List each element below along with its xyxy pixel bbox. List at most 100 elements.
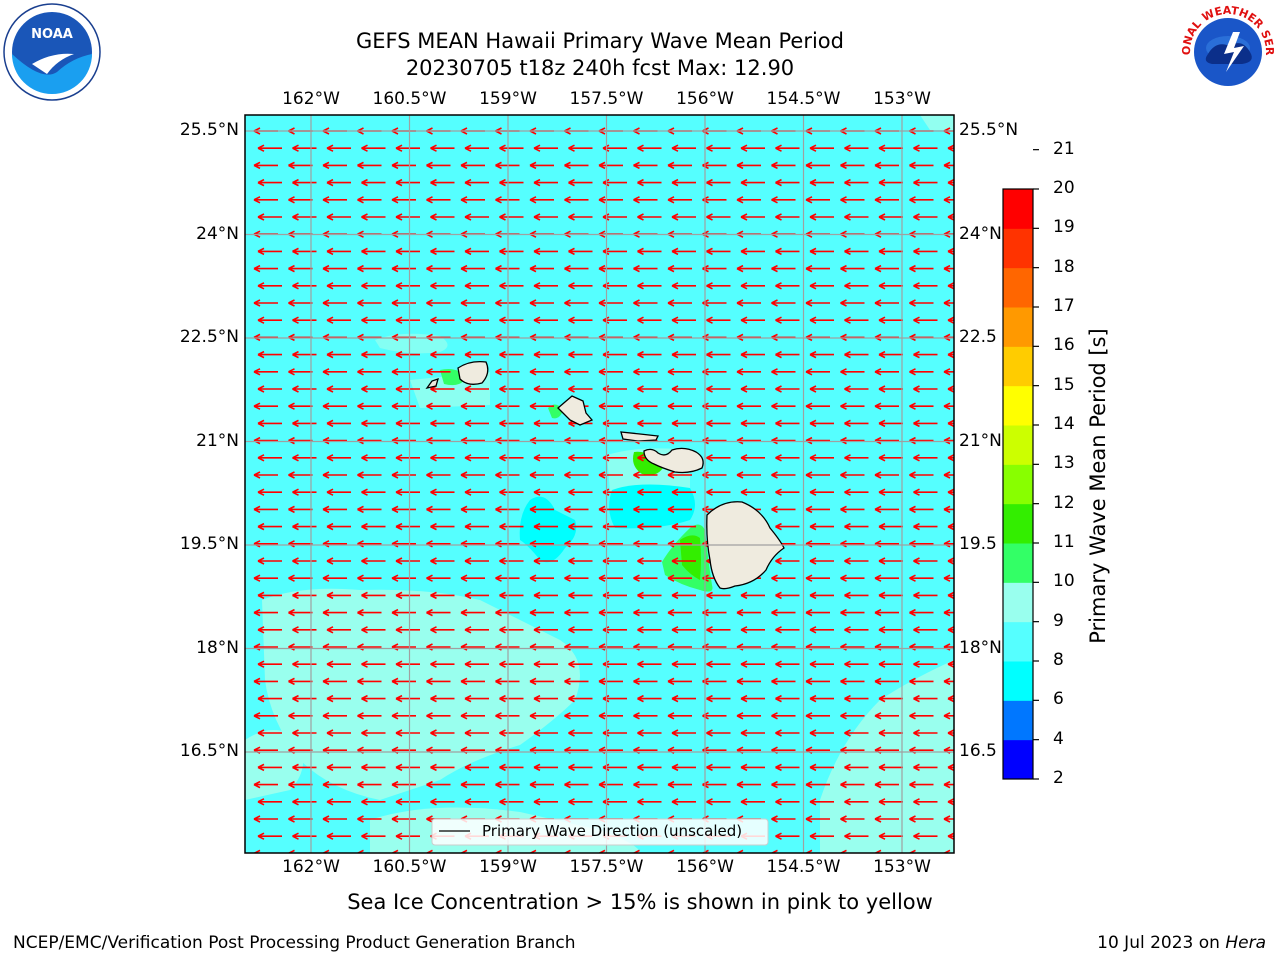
wave-arrow xyxy=(395,626,420,634)
colorbar-label: Primary Wave Mean Period [s] xyxy=(1086,328,1110,644)
wave-arrow xyxy=(499,660,524,668)
wave-arrow xyxy=(322,815,347,823)
wave-arrow xyxy=(874,780,899,789)
wave-arrow xyxy=(913,316,938,324)
wave-arrow xyxy=(633,677,658,686)
wave-arrow xyxy=(257,763,282,772)
wave-arrow xyxy=(564,608,589,617)
wave-arrow xyxy=(667,712,692,720)
wave-arrow xyxy=(568,729,593,737)
wave-arrow xyxy=(357,299,382,307)
wave-arrow xyxy=(667,780,692,789)
wave-arrow xyxy=(430,350,455,359)
wave-arrow xyxy=(775,213,800,221)
wave-arrow xyxy=(805,712,830,720)
wave-arrow xyxy=(947,178,954,187)
wave-arrow xyxy=(529,264,554,273)
colorbar-swatch xyxy=(1003,661,1033,701)
wave-arrow xyxy=(598,505,623,514)
wave-arrow xyxy=(499,213,524,221)
wave-arrow xyxy=(706,178,731,187)
wave-arrow xyxy=(426,264,451,273)
wave-arrow xyxy=(943,161,954,170)
wave-arrow xyxy=(391,264,416,273)
wave-arrow xyxy=(840,712,865,720)
wave-arrow xyxy=(395,385,420,393)
wave-arrow xyxy=(361,798,386,806)
wave-arrow xyxy=(913,213,938,221)
wave-arrow xyxy=(909,574,934,582)
wave-arrow xyxy=(913,488,938,496)
colorbar-tick-label: 11 xyxy=(1053,532,1075,552)
lat-label-left: 21°N xyxy=(196,430,239,451)
wave-arrow xyxy=(671,522,696,531)
wave-arrow xyxy=(529,505,554,514)
wave-arrow xyxy=(430,729,455,737)
wave-arrow xyxy=(671,282,696,290)
wave-arrow xyxy=(257,798,282,806)
wave-arrow xyxy=(840,574,865,582)
wave-arrow xyxy=(499,488,524,496)
colorbar-tick-label: 19 xyxy=(1053,217,1075,238)
wave-arrow xyxy=(257,144,282,152)
wave-arrow xyxy=(771,574,796,582)
wave-arrow xyxy=(568,798,593,806)
wave-arrow xyxy=(326,660,351,668)
wave-arrow xyxy=(775,385,800,393)
wave-arrow xyxy=(809,591,834,600)
wave-arrow xyxy=(771,196,796,204)
wave-arrow xyxy=(840,815,865,823)
wave-arrow xyxy=(809,729,834,737)
wave-arrow xyxy=(809,626,834,634)
wave-arrow xyxy=(809,694,834,703)
wave-arrow xyxy=(568,488,593,496)
wave-arrow xyxy=(775,729,800,737)
wave-arrow xyxy=(464,591,489,600)
wave-arrow xyxy=(947,282,954,290)
wave-arrow xyxy=(292,144,317,152)
wave-arrow xyxy=(430,626,455,634)
wave-arrow xyxy=(292,763,317,772)
wave-arrow xyxy=(357,505,382,514)
wave-arrow xyxy=(395,282,420,290)
wave-arrow xyxy=(840,505,865,514)
lon-label-bottom: 160.5°W xyxy=(372,857,447,877)
wave-arrow xyxy=(499,729,524,737)
wave-arrow xyxy=(460,196,485,204)
wave-arrow xyxy=(740,694,765,703)
wave-arrow xyxy=(740,178,765,187)
wave-arrow xyxy=(979,575,1003,581)
wave-arrow xyxy=(878,178,903,187)
wave-arrow xyxy=(460,780,485,789)
wave-arrow xyxy=(533,454,558,462)
wave-arrow xyxy=(257,247,282,256)
wave-arrow xyxy=(979,506,1003,512)
chart-subtitle-run: 20230705 t18z 240h fcst Max: 12.90 xyxy=(405,56,795,80)
wave-arrow xyxy=(430,763,455,772)
wave-arrow xyxy=(253,712,278,720)
wave-arrow xyxy=(288,574,313,582)
wave-arrow xyxy=(805,815,830,823)
wave-arrow xyxy=(840,196,865,204)
wave-arrow xyxy=(426,505,451,514)
wave-arrow xyxy=(426,712,451,720)
wave-arrow xyxy=(775,350,800,359)
colorbar-tick-label: 13 xyxy=(1053,453,1075,474)
wave-arrow xyxy=(706,660,731,668)
wave-arrow xyxy=(671,729,696,737)
wave-arrow xyxy=(943,196,954,204)
wave-arrow xyxy=(844,316,869,324)
lat-label-right: 22.5 xyxy=(959,327,997,347)
wave-arrow xyxy=(533,694,558,703)
lon-label-top: 154.5°W xyxy=(766,89,841,109)
wave-arrow xyxy=(943,264,954,273)
lon-label-top: 157.5°W xyxy=(569,89,644,109)
colorbar-tick-label: 4 xyxy=(1053,728,1064,749)
wave-arrow xyxy=(426,368,451,376)
colorbar xyxy=(1003,149,1039,780)
wave-arrow xyxy=(361,316,386,324)
wave-arrow xyxy=(909,780,934,789)
wave-arrow xyxy=(598,402,623,410)
wave-arrow xyxy=(913,350,938,359)
wave-arrow xyxy=(706,626,731,634)
